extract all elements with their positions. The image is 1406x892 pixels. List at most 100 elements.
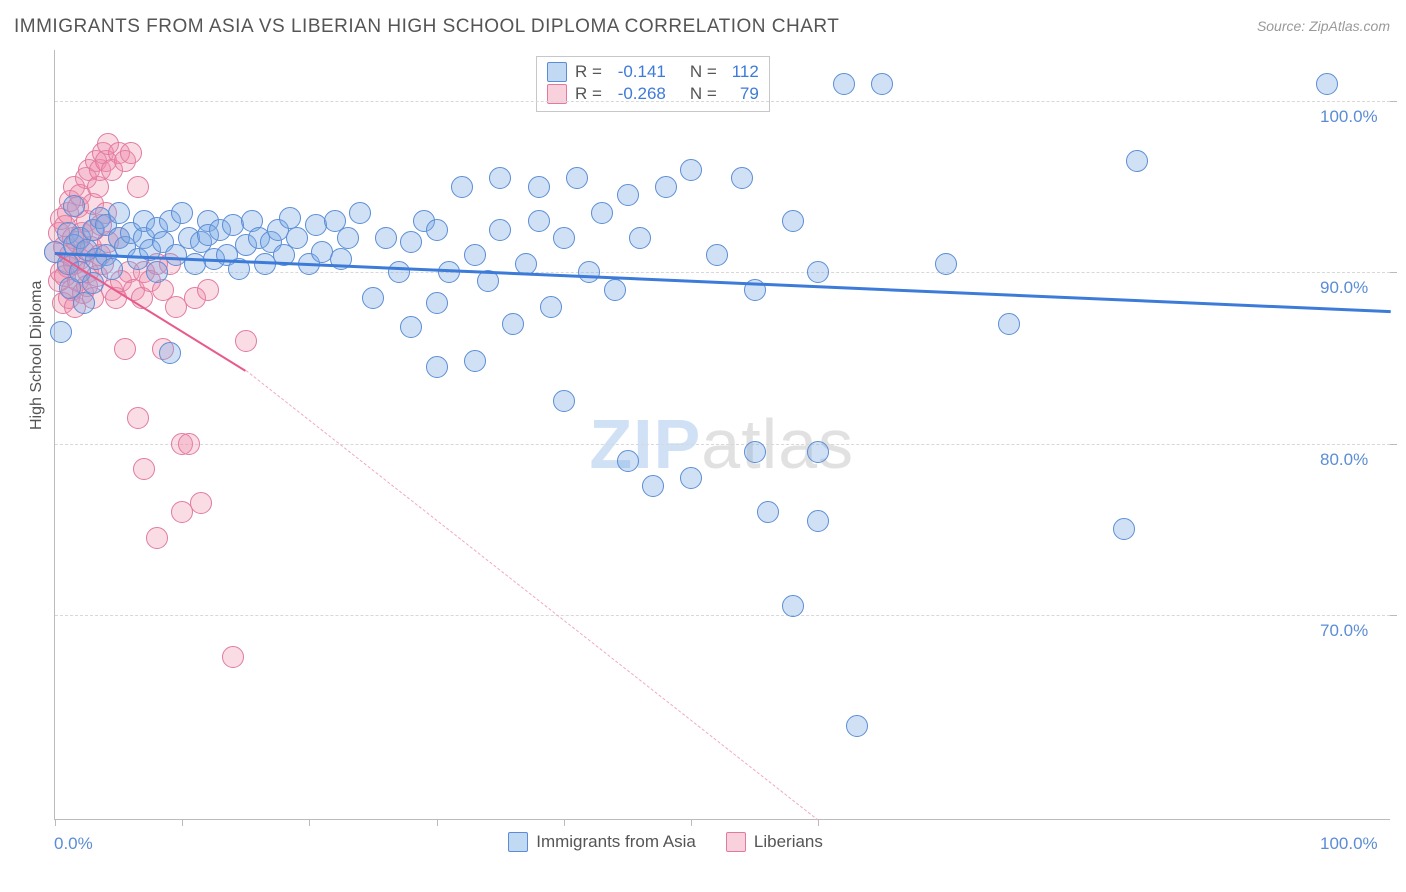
scatter-point-pink xyxy=(127,176,149,198)
scatter-point-pink xyxy=(133,458,155,480)
y-tick-label: 100.0% xyxy=(1320,107,1378,127)
scatter-point-pink xyxy=(146,527,168,549)
scatter-point-pink xyxy=(120,142,142,164)
scatter-point-blue xyxy=(171,202,193,224)
scatter-point-blue xyxy=(731,167,753,189)
y-tick xyxy=(1390,101,1397,102)
scatter-point-blue xyxy=(502,313,524,335)
stats-legend-box: R =-0.141N =112R =-0.268N =79 xyxy=(536,56,770,112)
scatter-point-blue xyxy=(833,73,855,95)
scatter-point-blue xyxy=(680,159,702,181)
stats-N-value: 112 xyxy=(725,61,759,83)
y-tick xyxy=(1390,444,1397,445)
scatter-point-blue xyxy=(846,715,868,737)
stats-R-label: R = xyxy=(575,61,602,83)
scatter-point-pink xyxy=(190,492,212,514)
stats-N-label: N = xyxy=(690,61,717,83)
scatter-point-blue xyxy=(146,261,168,283)
scatter-point-blue xyxy=(426,292,448,314)
scatter-point-blue xyxy=(489,167,511,189)
scatter-point-blue xyxy=(782,210,804,232)
legend-swatch-blue xyxy=(508,832,528,852)
scatter-point-blue xyxy=(279,207,301,229)
scatter-point-blue xyxy=(426,356,448,378)
scatter-point-blue xyxy=(400,316,422,338)
scatter-point-blue xyxy=(629,227,651,249)
legend-swatch-pink xyxy=(726,832,746,852)
x-tick xyxy=(691,819,692,826)
scatter-point-blue xyxy=(50,321,72,343)
legend-item: Immigrants from Asia xyxy=(508,832,696,852)
y-tick-label: 70.0% xyxy=(1320,621,1368,641)
legend-item: Liberians xyxy=(726,832,823,852)
scatter-point-blue xyxy=(489,219,511,241)
scatter-point-blue xyxy=(553,227,575,249)
scatter-point-pink xyxy=(127,407,149,429)
scatter-point-blue xyxy=(540,296,562,318)
scatter-point-blue xyxy=(528,176,550,198)
y-tick-label: 90.0% xyxy=(1320,278,1368,298)
scatter-point-blue xyxy=(553,390,575,412)
stats-R-value: -0.141 xyxy=(610,61,666,83)
scatter-point-blue xyxy=(426,219,448,241)
x-tick xyxy=(437,819,438,826)
scatter-point-blue xyxy=(101,258,123,280)
scatter-point-blue xyxy=(935,253,957,275)
scatter-point-blue xyxy=(337,227,359,249)
stats-row: R = -0.141 N = 112 xyxy=(547,61,759,83)
x-tick xyxy=(182,819,183,826)
scatter-point-blue xyxy=(63,195,85,217)
scatter-point-blue xyxy=(604,279,626,301)
scatter-point-pink xyxy=(222,646,244,668)
y-tick-label: 80.0% xyxy=(1320,450,1368,470)
x-tick xyxy=(55,819,56,826)
legend-label: Immigrants from Asia xyxy=(536,832,696,852)
scatter-point-pink xyxy=(178,433,200,455)
scatter-point-blue xyxy=(807,510,829,532)
scatter-point-blue xyxy=(362,287,384,309)
x-axis-right-label: 100.0% xyxy=(1320,834,1378,854)
source-label: Source: ZipAtlas.com xyxy=(1257,18,1390,34)
scatter-point-blue xyxy=(591,202,613,224)
scatter-point-blue xyxy=(642,475,664,497)
x-axis-left-label: 0.0% xyxy=(54,834,93,854)
legend-label: Liberians xyxy=(754,832,823,852)
scatter-point-blue xyxy=(388,261,410,283)
scatter-point-blue xyxy=(617,450,639,472)
gridline-h xyxy=(55,444,1390,445)
y-tick xyxy=(1390,272,1397,273)
scatter-point-blue xyxy=(680,467,702,489)
y-tick xyxy=(1390,615,1397,616)
scatter-point-blue xyxy=(1113,518,1135,540)
scatter-point-pink xyxy=(114,338,136,360)
scatter-point-blue xyxy=(1316,73,1338,95)
scatter-point-blue xyxy=(349,202,371,224)
scatter-point-blue xyxy=(782,595,804,617)
scatter-point-blue xyxy=(655,176,677,198)
scatter-point-blue xyxy=(578,261,600,283)
scatter-point-blue xyxy=(617,184,639,206)
scatter-point-blue xyxy=(871,73,893,95)
y-axis-label: High School Diploma xyxy=(28,281,46,430)
scatter-point-blue xyxy=(807,441,829,463)
scatter-point-blue xyxy=(566,167,588,189)
scatter-point-pink xyxy=(197,279,219,301)
scatter-point-pink xyxy=(235,330,257,352)
scatter-point-blue xyxy=(73,292,95,314)
scatter-point-blue xyxy=(108,202,130,224)
plot-area: ZIPatlas R =-0.141N =112R =-0.268N =79 xyxy=(54,50,1390,820)
scatter-point-blue xyxy=(375,227,397,249)
chart-title: IMMIGRANTS FROM ASIA VS LIBERIAN HIGH SC… xyxy=(14,16,839,38)
scatter-point-blue xyxy=(1126,150,1148,172)
scatter-point-blue xyxy=(807,261,829,283)
scatter-point-blue xyxy=(464,350,486,372)
scatter-point-blue xyxy=(159,342,181,364)
scatter-point-blue xyxy=(998,313,1020,335)
legend-swatch-blue xyxy=(547,62,567,82)
scatter-point-blue xyxy=(744,441,766,463)
scatter-point-blue xyxy=(464,244,486,266)
scatter-point-blue xyxy=(451,176,473,198)
gridline-h xyxy=(55,272,1390,273)
scatter-point-blue xyxy=(528,210,550,232)
gridline-h xyxy=(55,615,1390,616)
